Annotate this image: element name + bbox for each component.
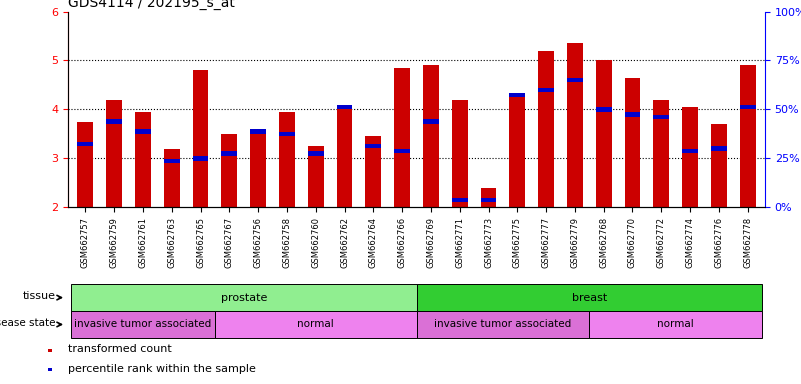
Bar <box>164 159 179 163</box>
Text: normal: normal <box>297 319 334 329</box>
Bar <box>417 284 762 311</box>
Bar <box>481 188 497 207</box>
Text: GDS4114 / 202195_s_at: GDS4114 / 202195_s_at <box>68 0 235 10</box>
Text: disease state: disease state <box>0 318 56 328</box>
Bar <box>71 284 417 311</box>
Bar <box>336 109 352 207</box>
Bar <box>192 70 208 207</box>
Bar <box>711 146 727 151</box>
Bar <box>394 149 410 153</box>
Bar <box>308 146 324 207</box>
Bar <box>71 311 215 338</box>
Bar <box>48 349 52 352</box>
Text: normal: normal <box>658 319 694 329</box>
Bar <box>452 99 468 207</box>
Bar <box>250 129 266 207</box>
Bar <box>365 136 381 207</box>
Text: invasive tumor associated: invasive tumor associated <box>74 319 211 329</box>
Text: prostate: prostate <box>220 293 267 303</box>
Bar <box>164 149 179 207</box>
Bar <box>423 65 439 207</box>
Bar <box>682 107 698 207</box>
Bar <box>78 142 93 146</box>
Bar <box>654 114 669 119</box>
Bar <box>567 43 583 207</box>
Bar <box>336 105 352 109</box>
Bar <box>308 151 324 156</box>
Bar <box>509 93 525 97</box>
Bar <box>107 99 122 207</box>
Bar <box>192 156 208 161</box>
Text: tissue: tissue <box>23 291 56 301</box>
Bar <box>654 99 669 207</box>
Bar <box>135 112 151 207</box>
Bar <box>221 134 237 207</box>
Bar <box>135 129 151 134</box>
Bar <box>48 368 52 371</box>
Text: breast: breast <box>572 293 607 303</box>
Bar <box>682 149 698 153</box>
Bar <box>365 144 381 148</box>
Bar <box>215 311 417 338</box>
Bar <box>625 112 641 116</box>
Bar <box>538 51 554 207</box>
Bar <box>394 68 410 207</box>
Bar <box>740 105 755 109</box>
Bar <box>590 311 762 338</box>
Bar <box>250 129 266 134</box>
Bar <box>596 107 612 112</box>
Bar <box>711 124 727 207</box>
Bar <box>423 119 439 124</box>
Bar <box>221 151 237 156</box>
Bar <box>625 78 641 207</box>
Bar <box>481 198 497 202</box>
Bar <box>279 132 295 136</box>
Text: invasive tumor associated: invasive tumor associated <box>434 319 572 329</box>
Bar <box>452 198 468 202</box>
Bar <box>740 65 755 207</box>
Bar <box>78 122 93 207</box>
Bar <box>107 119 122 124</box>
Bar <box>279 112 295 207</box>
Bar <box>567 78 583 82</box>
Bar <box>538 88 554 92</box>
Text: percentile rank within the sample: percentile rank within the sample <box>68 364 256 374</box>
Bar <box>596 61 612 207</box>
Bar <box>417 311 590 338</box>
Text: transformed count: transformed count <box>68 344 172 354</box>
Bar <box>509 95 525 207</box>
